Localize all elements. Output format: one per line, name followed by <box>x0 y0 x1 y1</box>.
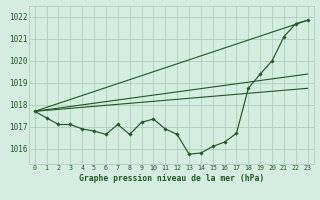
X-axis label: Graphe pression niveau de la mer (hPa): Graphe pression niveau de la mer (hPa) <box>79 174 264 183</box>
